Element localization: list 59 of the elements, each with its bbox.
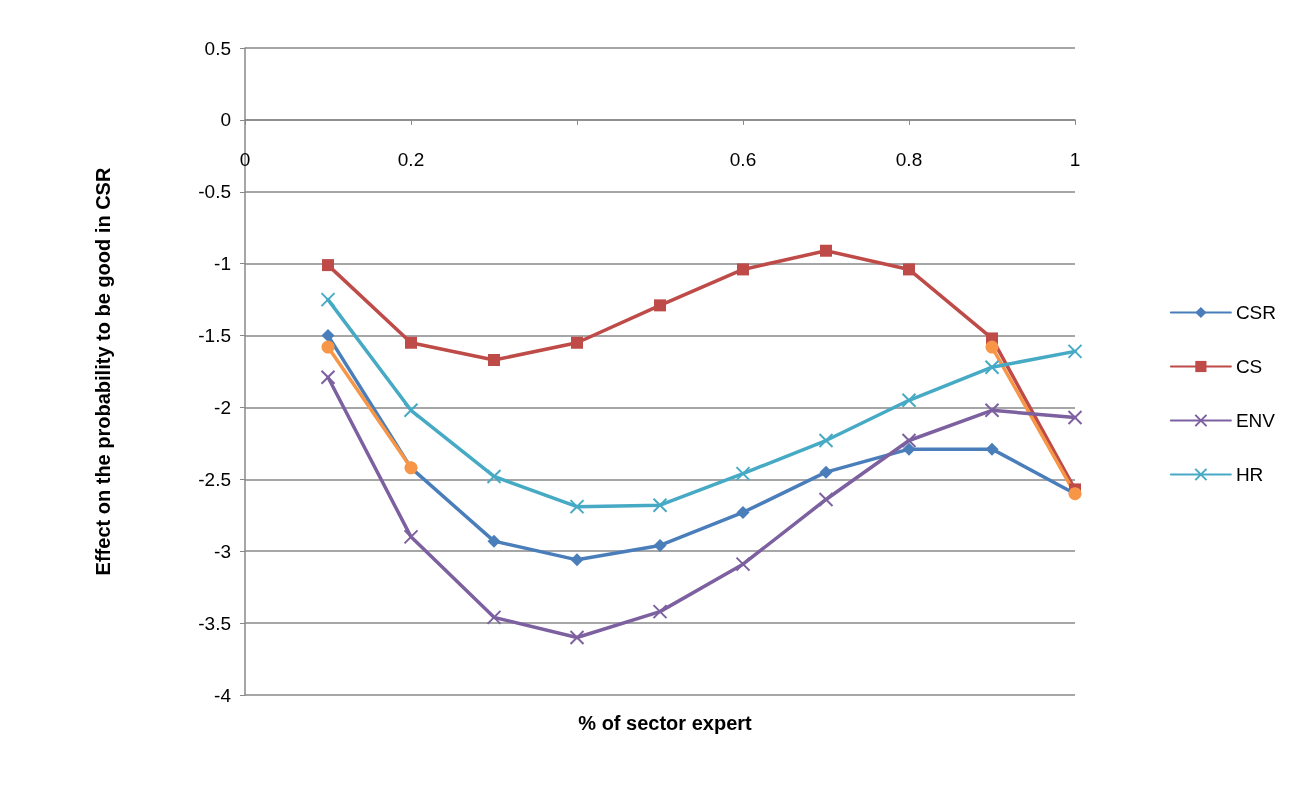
point bbox=[320, 369, 336, 385]
point bbox=[1067, 343, 1083, 359]
point bbox=[819, 465, 833, 479]
point bbox=[321, 329, 335, 343]
x-tick-label: 0.8 bbox=[895, 148, 923, 170]
x-tick-label: 1 bbox=[1069, 148, 1081, 170]
y-tick-label: -0.5 bbox=[198, 181, 231, 203]
point bbox=[984, 402, 1000, 418]
point bbox=[652, 497, 668, 513]
point bbox=[1067, 410, 1083, 426]
legend-label: CSR bbox=[1235, 302, 1277, 323]
y-axis-title: Effect on the probability to be good in CSR bbox=[92, 167, 114, 576]
point bbox=[818, 433, 834, 449]
point bbox=[321, 340, 335, 354]
point bbox=[736, 505, 750, 519]
point bbox=[735, 556, 751, 572]
point bbox=[735, 466, 751, 482]
point bbox=[984, 359, 1000, 375]
point bbox=[901, 433, 917, 449]
point bbox=[652, 604, 668, 620]
y-tick-label: 0 bbox=[220, 109, 231, 131]
legend-label: HR bbox=[1235, 464, 1264, 485]
point bbox=[487, 534, 501, 548]
point bbox=[985, 442, 999, 456]
y-tick-label: 0.5 bbox=[204, 37, 231, 59]
point bbox=[571, 336, 583, 349]
y-tick-label: -2 bbox=[214, 396, 231, 418]
legend-label: CS bbox=[1235, 356, 1263, 377]
y-tick-label: -1 bbox=[214, 253, 231, 275]
x-tick-label: 0 bbox=[239, 148, 251, 170]
point bbox=[488, 354, 500, 366]
point bbox=[322, 259, 334, 272]
point bbox=[403, 529, 419, 545]
y-tick-label: -2.5 bbox=[198, 468, 231, 490]
point bbox=[985, 340, 999, 354]
point bbox=[403, 402, 419, 418]
y-tick-label: -1.5 bbox=[198, 325, 231, 347]
point bbox=[569, 499, 585, 515]
point bbox=[737, 263, 749, 276]
x-tick-label: 0.2 bbox=[397, 148, 425, 170]
point bbox=[570, 553, 584, 567]
point bbox=[901, 392, 917, 408]
y-tick-label: -4 bbox=[214, 684, 232, 706]
y-tick-label: -3 bbox=[214, 540, 231, 562]
y-tick-label: -3.5 bbox=[198, 612, 231, 634]
point bbox=[569, 629, 585, 645]
x-axis-title: % of sector expert bbox=[578, 712, 753, 734]
point bbox=[818, 491, 834, 507]
point bbox=[486, 468, 502, 484]
point bbox=[654, 299, 666, 312]
point bbox=[405, 336, 417, 349]
point bbox=[902, 442, 916, 456]
legend-label: ENV bbox=[1235, 410, 1276, 431]
point bbox=[320, 292, 336, 308]
x-tick-label: 0.6 bbox=[729, 148, 757, 170]
point bbox=[653, 538, 667, 552]
point bbox=[820, 244, 832, 257]
point bbox=[486, 609, 502, 625]
point bbox=[903, 263, 915, 276]
